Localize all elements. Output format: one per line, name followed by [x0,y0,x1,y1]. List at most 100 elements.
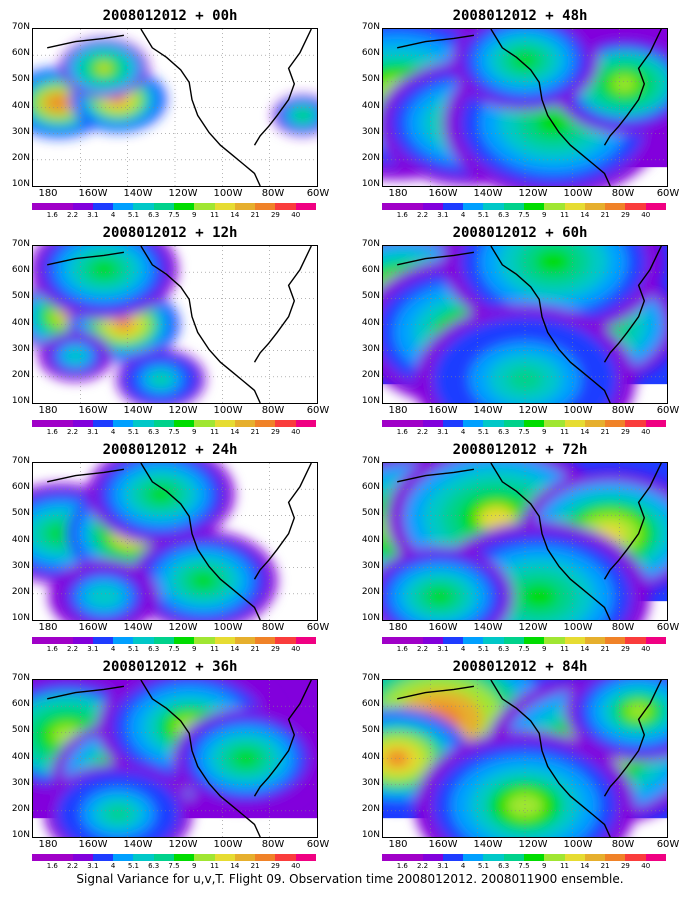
colorbar-swatch [234,203,256,210]
colorbar-swatch [52,637,73,644]
colorbar-swatch [234,420,256,427]
lon-tick-label: 60W [656,188,680,199]
lon-tick-label: 80W [611,839,635,850]
colorbar-label: 5.1 [477,862,489,870]
variance-contours [383,29,667,186]
lat-tick-label: 10N [11,613,30,623]
contour-region [49,96,68,109]
colorbar-label: 7.5 [168,862,180,870]
colorbar-swatch [113,637,134,644]
map-panel: 2008012012 + 00h 70N 60N 50N 40N 30N 20N 10N 180… [0,8,340,219]
colorbar-label: 14 [230,428,240,436]
colorbar-label: 21 [600,862,610,870]
colorbar-swatch [483,637,504,644]
lon-tick-label: 140W [473,405,503,416]
variance-contours [33,38,317,138]
colorbar-swatch [645,203,666,210]
lon-tick-label: 180 [38,405,58,416]
colorbar-swatch [173,420,195,427]
lon-tick-label: 160W [428,188,458,199]
colorbar-label: 11 [210,862,220,870]
colorbar-swatch [173,854,195,861]
colorbar-swatch [463,637,484,644]
lat-tick-label: 30N [11,560,30,571]
lon-tick-label: 60W [306,405,330,416]
colorbar-swatch [275,854,296,861]
colorbar [32,637,316,644]
colorbar-label: 9 [542,645,547,653]
coastline [490,29,611,186]
lon-tick-label: 120W [168,622,198,633]
colorbar-swatch [295,203,316,210]
colorbar-label: 2.2 [66,645,79,653]
contour-region [506,793,544,819]
coastline [490,463,611,620]
colorbar-swatch [295,420,316,427]
colorbar-swatch [72,637,93,644]
map-plot [383,463,667,620]
coastline [140,463,261,620]
lat-tick-label: 10N [11,830,30,840]
colorbar-swatch [483,203,504,210]
colorbar-swatch [214,637,235,644]
colorbar-swatch [605,854,626,861]
colorbar-swatch [442,420,464,427]
variance-contours [383,680,667,837]
colorbar-swatch [625,637,646,644]
coastline [253,246,312,363]
colorbar-swatch [133,203,154,210]
colorbar-label: 5.1 [477,428,489,436]
lat-tick-label: 50N [11,508,30,519]
lon-tick-label: 80W [261,405,285,416]
colorbar-swatch [564,637,585,644]
lat-tick-label: 50N [11,291,30,302]
panel-title: 2008012012 + 48h [452,8,588,24]
coastline [397,468,475,483]
coastline [397,34,475,49]
lat-tick-label: 70N [11,239,30,249]
colorbar-swatch [113,203,134,210]
coastline [47,685,125,700]
colorbar-label: 29 [270,211,280,219]
colorbar-swatch [645,637,666,644]
lat-tick-label: 30N [361,126,380,137]
lon-tick-label: 160W [428,622,458,633]
lat-tick-label: 30N [361,560,380,571]
colorbar-label: 14 [230,211,240,219]
colorbar-swatch [72,420,93,427]
colorbar-swatch [234,637,256,644]
lat-tick-label: 50N [361,291,380,302]
coastline [47,34,125,49]
colorbar-swatch [402,854,423,861]
variance-map [32,245,318,404]
lon-tick-label: 160W [78,188,108,199]
map-plot [383,680,667,837]
colorbar-swatch [544,637,565,644]
colorbar-swatch [92,637,114,644]
lon-tick-label: 120W [168,405,198,416]
colorbar-label: 14 [580,428,590,436]
colorbar-label: 11 [560,211,570,219]
lat-tick-label: 10N [361,179,380,189]
variance-map [382,28,668,187]
colorbar [382,637,666,644]
lon-tick-label: 180 [38,839,58,850]
lat-tick-label: 20N [11,803,30,814]
map-plot [33,29,317,186]
coastline [397,685,475,700]
contour-region [520,583,558,610]
lat-tick-label: 60N [361,482,380,493]
colorbar [32,854,316,861]
lon-tick-label: 80W [611,188,635,199]
colorbar-label: 1.6 [396,428,408,436]
lon-tick-label: 140W [123,188,153,199]
colorbar-swatch [463,854,484,861]
colorbar-label: 14 [580,645,590,653]
coastline [603,680,662,797]
colorbar-swatch [382,854,403,861]
colorbar-label: 9 [542,428,547,436]
colorbar-swatch [275,637,296,644]
lon-tick-label: 80W [611,622,635,633]
contour-region [506,366,544,393]
colorbar-swatch [234,854,256,861]
